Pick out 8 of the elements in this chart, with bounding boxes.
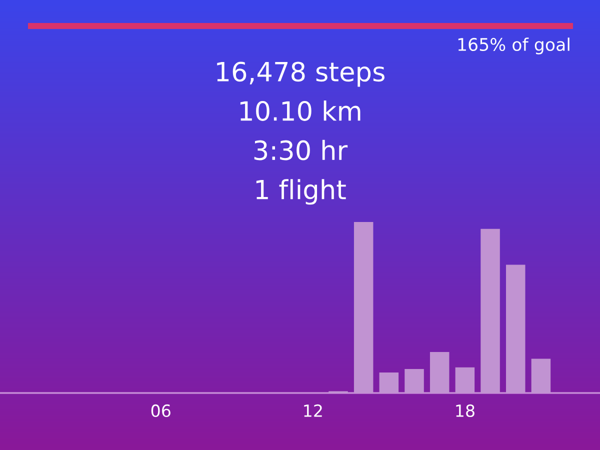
x-tick-label: 06 [151, 404, 170, 418]
x-tick-label: 18 [456, 404, 474, 418]
x-tick-label: 12 [304, 404, 322, 417]
text: 3:30 hr [254, 140, 348, 160]
text: 10.10 km [240, 100, 360, 121]
text: 16,478 steps [217, 62, 384, 87]
text: 165% of goal [458, 38, 570, 54]
text: 1 flight [256, 179, 346, 205]
